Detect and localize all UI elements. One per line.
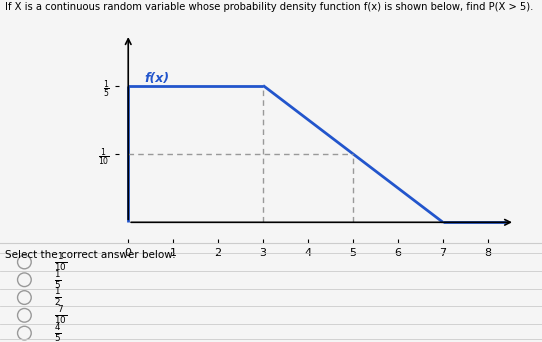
Text: $\frac{7}{10}$: $\frac{7}{10}$ <box>54 304 67 326</box>
Text: $\frac{1}{2}$: $\frac{1}{2}$ <box>54 287 62 308</box>
Text: $\frac{4}{5}$: $\frac{4}{5}$ <box>54 322 62 342</box>
Text: $\frac{1}{10}$: $\frac{1}{10}$ <box>54 251 67 273</box>
Text: Select the correct answer below:: Select the correct answer below: <box>5 250 176 260</box>
Text: $\frac{1}{5}$: $\frac{1}{5}$ <box>54 269 62 291</box>
Text: f(x): f(x) <box>144 72 169 85</box>
Text: If X is a continuous random variable whose probability density function f(x) is : If X is a continuous random variable who… <box>5 2 534 12</box>
